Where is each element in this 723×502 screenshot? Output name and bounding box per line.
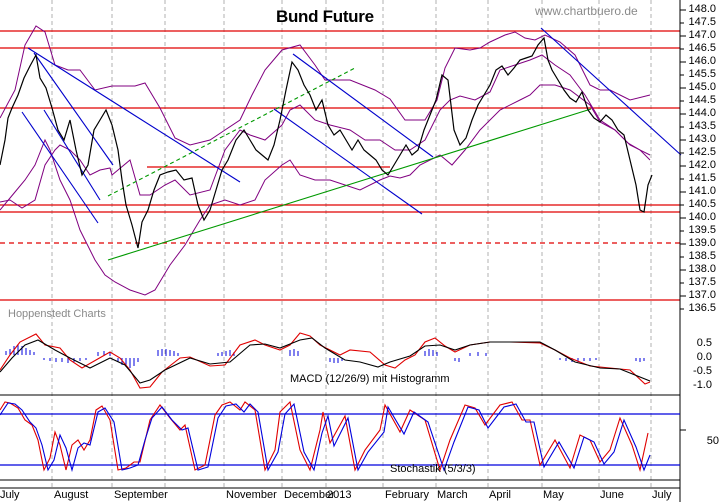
ytick: 142.0 [688,159,716,171]
month-label: February [385,489,430,501]
ytick: 138.0 [688,263,716,275]
ytick: 136.5 [688,302,716,314]
stoch-ytick: 50 [706,435,719,447]
macd-histogram [5,344,645,368]
ytick: 144.0 [688,107,716,119]
chart-title: Bund Future [276,7,374,26]
month-label: April [489,489,512,501]
stoch-d-line [0,402,651,473]
month-label: December [284,489,335,501]
watermark: www.chartbuero.de [535,4,638,18]
trend-lines [21,27,682,261]
month-label: 2013 [327,489,352,501]
credit-label: Hoppenstedt Charts [8,308,106,320]
ytick: 143.0 [688,133,716,145]
month-label: March [437,489,468,501]
month-label: September [114,489,168,501]
stoch-reference-lines [0,413,680,466]
ytick: 148.0 [688,3,716,15]
support-resistance-lines [0,30,680,301]
ytick: 140.0 [688,211,716,223]
bollinger-bands [0,25,651,296]
month-gridlines [51,0,652,488]
price-candles [0,36,653,249]
ytick: 139.0 [688,237,716,249]
ytick: 0.5 [696,337,712,349]
month-label: June [600,489,624,501]
ytick: 141.0 [688,185,716,197]
ytick: 139.5 [688,224,716,236]
ytick: -0.5 [693,365,712,377]
stoch-k-line [0,400,649,473]
ytick: 142.5 [688,146,716,158]
month-label: August [54,489,89,501]
ytick: 141.5 [688,172,716,184]
ytick: 137.0 [688,289,716,301]
axis-ticks [680,9,686,431]
macd-label: MACD (12/26/9) mit Histogramm [290,373,450,385]
ytick: 145.0 [688,81,716,93]
ytick: 144.5 [688,94,716,106]
ytick: 0.0 [696,351,712,363]
ytick: -1.0 [693,379,712,391]
ytick: 140.5 [688,198,716,210]
ytick: 146.0 [688,55,716,67]
stoch-label: Stochastik (5/3/3) [390,463,476,475]
signal-line [0,337,651,384]
month-label: May [543,489,564,501]
ytick: 146.5 [688,42,716,54]
month-label: July [652,489,672,501]
ytick: 137.5 [688,276,716,288]
month-label: November [226,489,277,501]
month-label: July [0,489,20,501]
ytick: 147.5 [688,16,716,28]
ytick: 145.5 [688,68,716,80]
ytick: 147.0 [688,29,716,41]
ytick: 138.5 [688,250,716,262]
ytick: 143.5 [688,120,716,132]
